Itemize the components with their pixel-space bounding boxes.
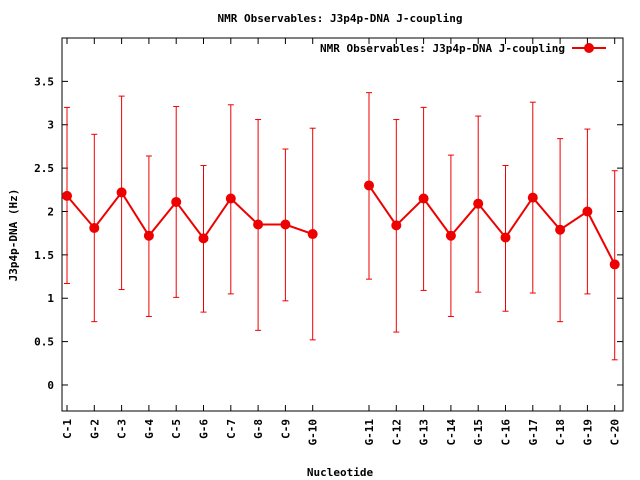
x-tick-label: C-18 bbox=[554, 419, 567, 446]
x-tick-label: G-2 bbox=[88, 419, 101, 439]
series-group bbox=[62, 92, 620, 361]
x-axis: C-1 G-2 C-3 G-4 C-5 G-6 C-7 G-8 C-9 G-10 G-11 C-12 G… bbox=[61, 38, 622, 446]
x-tick-label: C-12 bbox=[390, 419, 403, 446]
chart-title: NMR Observables: J3p4p-DNA J-coupling bbox=[217, 12, 462, 25]
plot-frame bbox=[61, 37, 624, 412]
series-line bbox=[66, 190, 314, 241]
data-point bbox=[171, 196, 182, 207]
y-tick-label: 1 bbox=[47, 292, 54, 305]
x-tick-label: C-7 bbox=[225, 419, 238, 439]
x-axis-label: Nucleotide bbox=[307, 466, 374, 479]
data-point bbox=[391, 220, 402, 231]
x-tick-label: G-15 bbox=[472, 419, 485, 446]
y-axis: 0 0.5 1 1.5 2 2.5 3 3.5 bbox=[34, 75, 623, 392]
legend-marker bbox=[584, 43, 594, 53]
x-tick-label: C-9 bbox=[279, 419, 292, 439]
y-tick-label: 0.5 bbox=[34, 336, 54, 349]
series-line bbox=[368, 184, 616, 265]
x-tick-label: C-3 bbox=[116, 419, 129, 439]
data-point bbox=[527, 192, 538, 203]
x-tick-label: C-5 bbox=[170, 419, 183, 439]
y-tick-label: 3 bbox=[47, 119, 54, 132]
legend-label: NMR Observables: J3p4p-DNA J-coupling bbox=[320, 42, 565, 55]
data-point bbox=[609, 259, 620, 270]
legend: NMR Observables: J3p4p-DNA J-coupling bbox=[320, 42, 606, 55]
x-tick-label: C-1 bbox=[61, 419, 74, 439]
data-point bbox=[253, 219, 264, 230]
x-tick-label: C-20 bbox=[609, 419, 622, 446]
data-point bbox=[500, 232, 511, 243]
data-point bbox=[445, 230, 456, 241]
data-point bbox=[143, 230, 154, 241]
x-tick-label: G-4 bbox=[143, 419, 156, 439]
x-tick-label: C-16 bbox=[500, 419, 513, 446]
data-point bbox=[364, 180, 374, 191]
x-tick-label: G-6 bbox=[198, 419, 211, 439]
data-point bbox=[225, 193, 236, 204]
x-tick-label: G-10 bbox=[307, 419, 320, 446]
y-tick-label: 1.5 bbox=[34, 249, 54, 262]
data-point bbox=[198, 233, 209, 244]
data-point bbox=[473, 198, 484, 209]
data-point bbox=[280, 219, 291, 230]
x-tick-label: G-17 bbox=[527, 419, 540, 446]
x-tick-label: G-8 bbox=[252, 419, 265, 439]
y-axis-label: J3p4p-DNA (Hz) bbox=[7, 189, 20, 282]
data-point bbox=[116, 187, 127, 198]
x-tick-label: G-11 bbox=[363, 419, 376, 446]
y-tick-label: 2.5 bbox=[34, 162, 54, 175]
data-point bbox=[62, 190, 72, 201]
y-tick-label: 2 bbox=[47, 205, 54, 218]
data-point bbox=[418, 193, 429, 204]
y-tick-label: 0 bbox=[47, 379, 54, 392]
x-tick-label: C-14 bbox=[445, 419, 458, 446]
x-tick-label: G-19 bbox=[581, 419, 594, 446]
data-point bbox=[89, 222, 100, 233]
data-point bbox=[582, 206, 593, 217]
y-tick-label: 3.5 bbox=[34, 75, 54, 88]
data-point bbox=[307, 229, 318, 240]
data-point bbox=[555, 224, 566, 235]
x-tick-label: G-13 bbox=[418, 419, 431, 446]
